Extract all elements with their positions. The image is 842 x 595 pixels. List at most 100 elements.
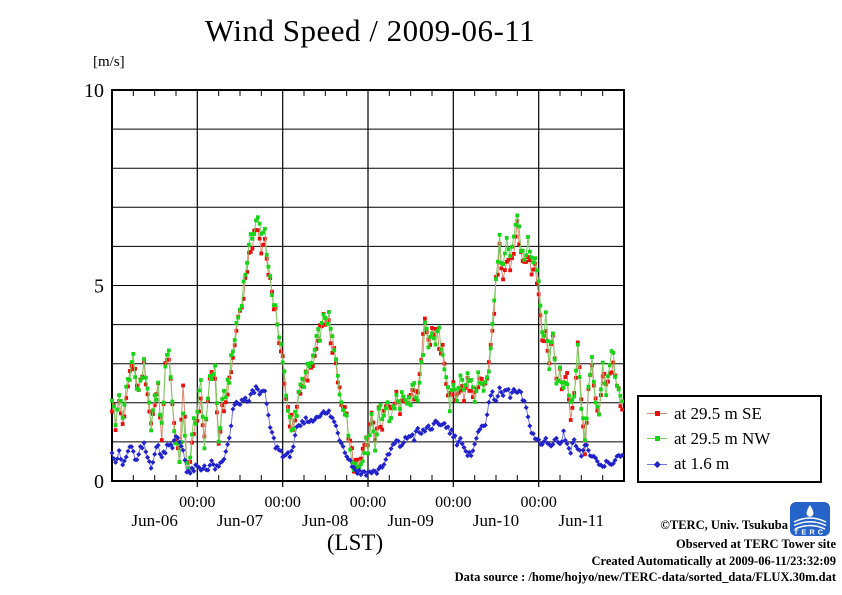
logo-text: TERC — [794, 528, 826, 537]
data-point-0 — [202, 434, 207, 439]
data-point-2 — [477, 426, 483, 432]
data-point-2 — [507, 395, 513, 401]
data-point-0 — [538, 313, 543, 318]
data-point-2 — [568, 450, 574, 456]
data-point-1 — [163, 364, 168, 369]
data-point-0 — [234, 328, 239, 333]
data-point-1 — [111, 404, 116, 409]
data-point-1 — [513, 222, 518, 227]
data-point-0 — [359, 456, 363, 461]
data-point-0 — [504, 259, 509, 264]
data-point-1 — [248, 232, 253, 236]
data-point-2 — [223, 449, 229, 454]
data-point-1 — [119, 399, 123, 403]
data-point-1 — [583, 438, 587, 442]
data-point-2 — [488, 393, 494, 398]
data-point-0 — [183, 414, 187, 419]
data-point-0 — [394, 389, 399, 394]
data-point-0 — [456, 390, 461, 395]
data-point-0 — [195, 418, 200, 423]
x-day-label: Jun-10 — [473, 511, 519, 530]
data-point-1 — [471, 385, 475, 390]
data-point-2 — [445, 424, 451, 430]
data-point-1 — [284, 393, 289, 398]
data-point-0 — [574, 375, 578, 380]
data-point-1 — [270, 293, 274, 297]
data-point-1 — [618, 393, 623, 398]
x-axis-label: (LST) — [326, 530, 384, 555]
data-point-0 — [609, 370, 614, 375]
data-point-1 — [252, 232, 257, 236]
data-point-2 — [212, 466, 218, 472]
data-point-1 — [561, 385, 566, 390]
data-point-1 — [501, 262, 505, 267]
data-point-2 — [175, 435, 181, 441]
data-point-1 — [517, 224, 521, 229]
data-point-2 — [374, 471, 380, 477]
data-point-1 — [327, 310, 331, 314]
data-point-2 — [594, 458, 600, 464]
data-point-1 — [231, 349, 235, 354]
data-point-2 — [180, 447, 186, 453]
data-point-0 — [545, 348, 550, 353]
data-point-1 — [503, 251, 507, 256]
data-point-2 — [201, 463, 207, 469]
data-point-0 — [442, 361, 447, 366]
data-point-1 — [536, 279, 541, 284]
data-point-1 — [302, 385, 306, 389]
data-point-0 — [158, 415, 162, 420]
data-point-1 — [547, 367, 552, 372]
data-point-1 — [222, 389, 226, 393]
data-point-1 — [264, 253, 269, 257]
data-point-2 — [497, 385, 503, 391]
data-point-1 — [156, 380, 161, 385]
data-point-0 — [110, 409, 114, 414]
data-point-1 — [334, 357, 338, 362]
data-point-1 — [382, 413, 386, 418]
data-point-0 — [305, 378, 310, 383]
data-point-1 — [463, 383, 468, 387]
data-point-2 — [262, 388, 268, 394]
terc-logo: TERC — [790, 502, 830, 537]
data-point-1 — [469, 378, 473, 382]
data-point-1 — [110, 398, 114, 403]
data-point-2 — [264, 401, 270, 407]
data-point-0 — [335, 380, 340, 385]
data-point-2 — [550, 441, 556, 447]
data-point-0 — [430, 326, 434, 330]
data-point-1 — [193, 421, 198, 426]
data-point-1 — [403, 398, 408, 403]
data-point-2 — [553, 435, 559, 441]
data-point-2 — [571, 437, 577, 443]
data-point-2 — [274, 444, 280, 450]
data-point-1 — [309, 361, 313, 365]
data-point-1 — [474, 389, 479, 393]
data-point-2 — [411, 437, 417, 443]
data-point-1 — [508, 254, 513, 258]
data-point-1 — [540, 330, 545, 335]
data-point-0 — [259, 251, 264, 256]
data-point-0 — [231, 355, 235, 360]
data-point-1 — [120, 416, 125, 420]
data-point-2 — [452, 433, 458, 439]
data-point-2 — [205, 467, 211, 473]
data-point-1 — [147, 400, 152, 405]
data-point-0 — [380, 427, 385, 432]
data-point-1 — [417, 380, 422, 385]
data-point-2 — [303, 415, 309, 421]
data-point-1 — [387, 419, 392, 424]
data-point-2 — [113, 459, 119, 465]
data-point-0 — [476, 385, 481, 390]
data-point-1 — [604, 393, 609, 398]
series-line-0 — [111, 220, 623, 472]
data-point-0 — [508, 268, 513, 273]
data-point-1 — [408, 403, 413, 408]
data-point-1 — [175, 441, 180, 446]
data-point-1 — [575, 342, 580, 347]
data-point-1 — [350, 460, 354, 465]
data-point-0 — [568, 418, 573, 422]
data-point-1 — [117, 393, 121, 397]
data-point-1 — [332, 348, 337, 353]
data-point-0 — [250, 246, 255, 251]
data-point-2 — [152, 451, 158, 457]
